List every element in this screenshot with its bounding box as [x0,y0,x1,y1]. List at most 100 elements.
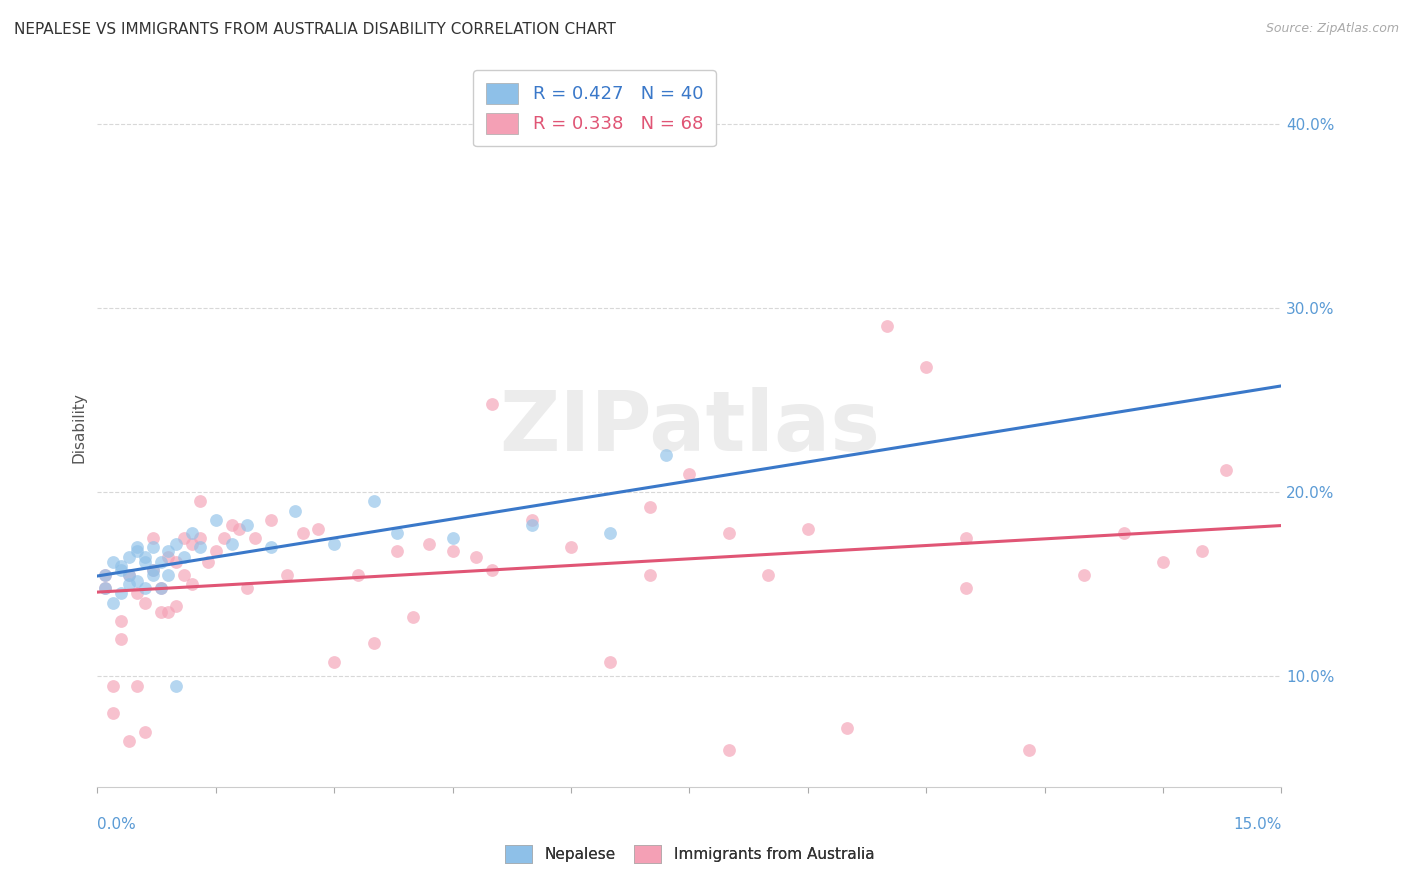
Y-axis label: Disability: Disability [72,392,86,463]
Point [717,743,740,757]
Point [955,581,977,595]
Point [363,636,385,650]
Point [797,522,820,536]
Point [387,525,409,540]
Point [110,632,132,647]
Point [142,562,165,576]
Point [181,525,204,540]
Point [441,544,464,558]
Point [149,581,172,595]
Point [756,568,779,582]
Point [323,537,346,551]
Point [1215,463,1237,477]
Point [101,596,124,610]
Point [260,541,283,555]
Point [188,531,211,545]
Point [387,544,409,558]
Point [260,513,283,527]
Point [188,494,211,508]
Point [204,544,226,558]
Point [481,562,503,576]
Point [599,525,621,540]
Point [245,531,267,545]
Point [291,525,314,540]
Point [221,518,243,533]
Text: ZIPatlas: ZIPatlas [499,387,880,468]
Point [181,537,204,551]
Point [118,577,141,591]
Point [125,586,148,600]
Point [520,518,543,533]
Point [402,610,425,624]
Point [1018,743,1040,757]
Point [481,397,503,411]
Point [110,562,132,576]
Text: 15.0%: 15.0% [1233,817,1281,832]
Point [560,541,582,555]
Point [837,721,859,735]
Point [101,679,124,693]
Point [157,568,180,582]
Point [101,706,124,721]
Point [228,522,250,536]
Point [876,319,898,334]
Point [157,544,180,558]
Point [165,555,187,569]
Point [212,531,235,545]
Text: 0.0%: 0.0% [97,817,136,832]
Point [125,574,148,588]
Point [236,581,259,595]
Point [165,599,187,614]
Point [188,541,211,555]
Legend: Nepalese, Immigrants from Australia: Nepalese, Immigrants from Australia [496,838,882,871]
Point [101,555,124,569]
Point [915,359,938,374]
Point [284,503,307,517]
Point [197,555,219,569]
Text: NEPALESE VS IMMIGRANTS FROM AUSTRALIA DISABILITY CORRELATION CHART: NEPALESE VS IMMIGRANTS FROM AUSTRALIA DI… [14,22,616,37]
Point [599,655,621,669]
Point [307,522,329,536]
Point [157,549,180,564]
Point [142,562,165,576]
Text: Source: ZipAtlas.com: Source: ZipAtlas.com [1265,22,1399,36]
Point [125,541,148,555]
Point [276,568,298,582]
Point [165,537,187,551]
Point [717,525,740,540]
Point [418,537,440,551]
Point [204,513,226,527]
Point [94,568,117,582]
Point [1073,568,1095,582]
Point [134,596,156,610]
Point [465,549,488,564]
Point [118,568,141,582]
Point [118,568,141,582]
Point [134,555,156,569]
Point [125,544,148,558]
Point [638,568,661,582]
Point [118,733,141,747]
Point [441,531,464,545]
Point [363,494,385,508]
Point [955,531,977,545]
Point [94,581,117,595]
Point [142,568,165,582]
Point [347,568,370,582]
Point [157,605,180,619]
Point [110,586,132,600]
Point [678,467,700,481]
Point [94,568,117,582]
Point [125,679,148,693]
Point [149,605,172,619]
Point [94,581,117,595]
Point [149,581,172,595]
Point [1152,555,1174,569]
Point [118,549,141,564]
Point [654,448,676,462]
Point [638,500,661,514]
Point [1112,525,1135,540]
Point [165,679,187,693]
Point [236,518,259,533]
Point [110,614,132,628]
